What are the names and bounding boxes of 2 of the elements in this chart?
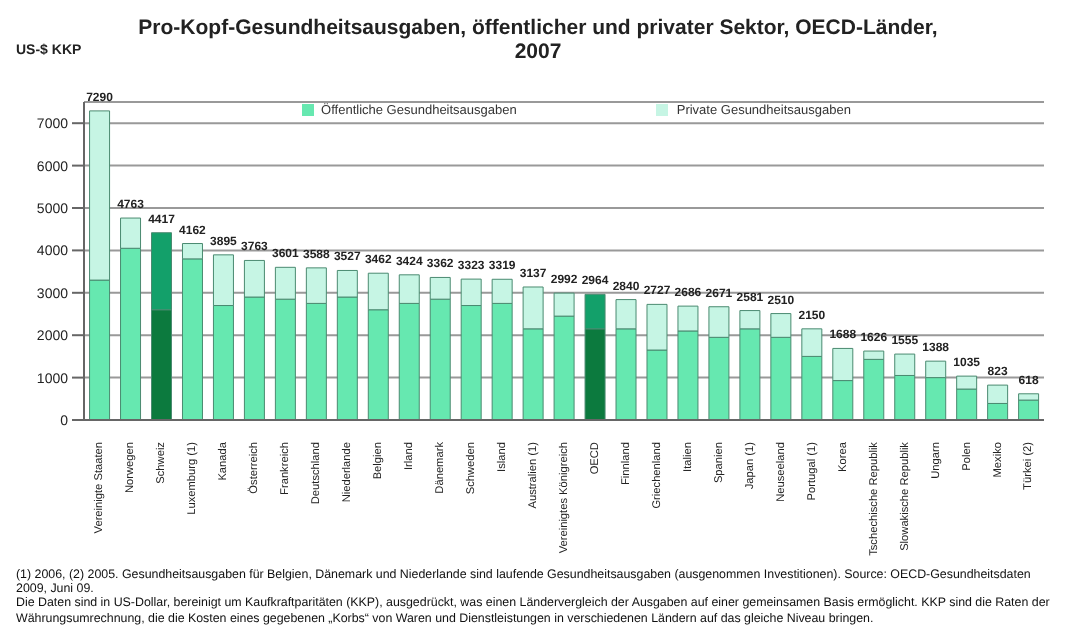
- chart-title: Pro-Kopf-Gesundheitsausgaben, öffentlicher und privater Sektor, OECD-Länder, 2007: [138, 16, 938, 64]
- bar: [863, 358, 885, 420]
